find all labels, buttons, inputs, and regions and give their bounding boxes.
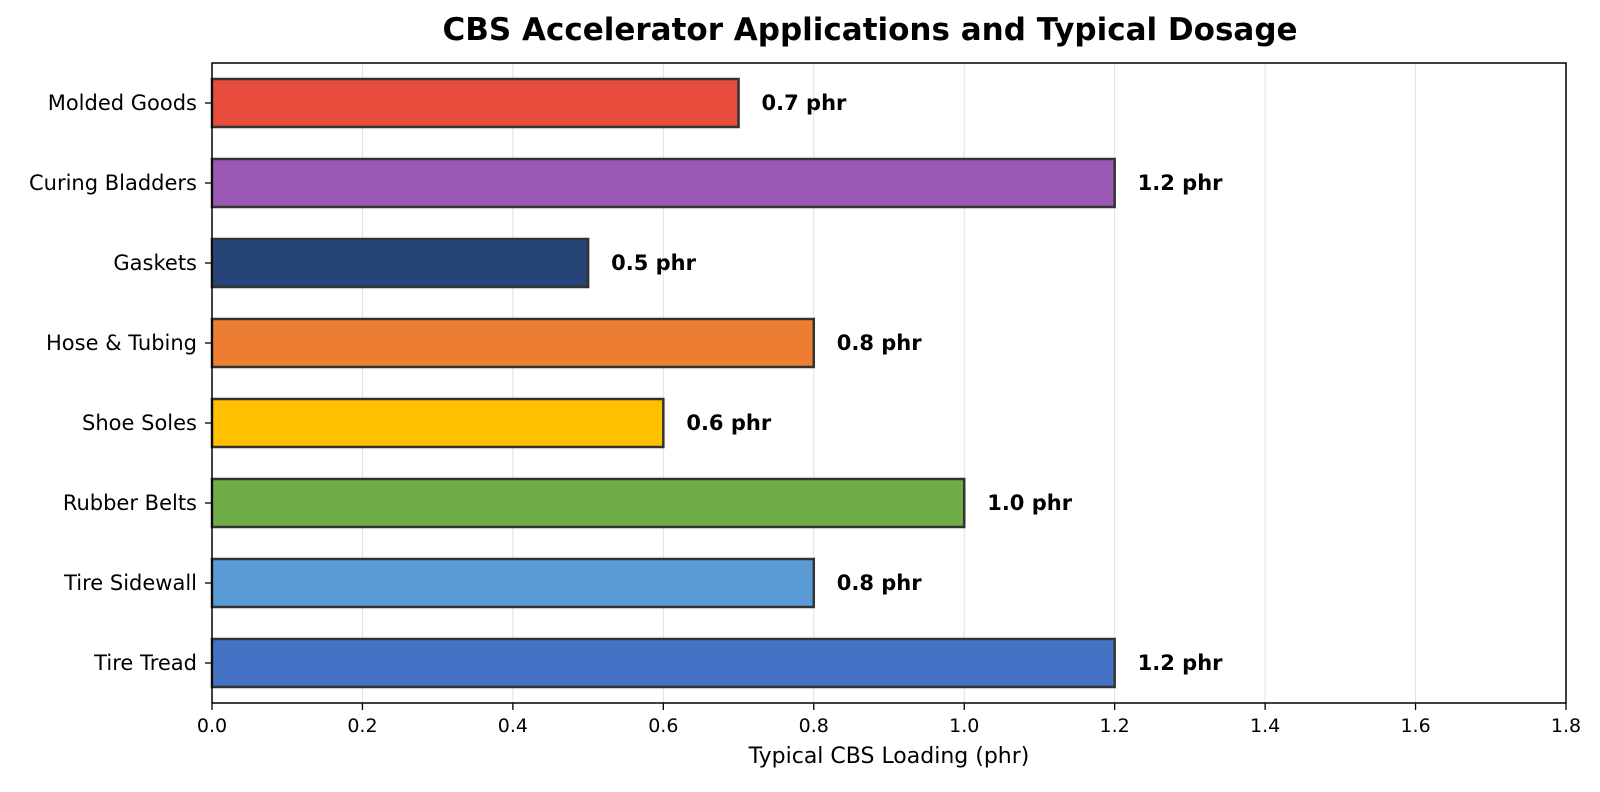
data-label: 0.7 phr — [762, 91, 847, 115]
x-tick-label: 1.8 — [1551, 715, 1581, 737]
data-label: 1.2 phr — [1138, 171, 1223, 195]
data-label: 0.8 phr — [837, 331, 922, 355]
y-axis: Molded Goods Curing Bladders Gaskets Hose &… — [29, 91, 212, 675]
x-tick-label: 0.2 — [347, 715, 377, 737]
data-label: 1.0 phr — [987, 491, 1072, 515]
x-tick-label: 0.6 — [648, 715, 678, 737]
x-tick-label: 0.4 — [498, 715, 528, 737]
x-tick-label: 0.8 — [799, 715, 829, 737]
y-tick-label: Shoe Soles — [82, 411, 197, 435]
data-label: 0.6 phr — [686, 411, 771, 435]
bar-rubber-belts — [210, 477, 966, 529]
bar-tire-sidewall — [210, 557, 816, 609]
x-tick-label: 1.0 — [949, 715, 979, 737]
chart-title: CBS Accelerator Applications and Typical… — [442, 12, 1297, 48]
y-tick-label: Tire Sidewall — [63, 571, 197, 595]
y-tick-label: Curing Bladders — [29, 171, 197, 195]
bar-shoe-soles — [210, 397, 665, 449]
plot-frame — [211, 62, 1567, 704]
x-axis-label: Typical CBS Loading (phr) — [748, 744, 1030, 769]
x-tick-label: 1.2 — [1100, 715, 1130, 737]
data-label: 1.2 phr — [1138, 651, 1223, 675]
y-tick-label: Molded Goods — [48, 91, 197, 115]
x-tick-label: 1.4 — [1250, 715, 1280, 737]
y-tick-label: Gaskets — [113, 251, 197, 275]
bar-molded-goods — [210, 77, 740, 129]
y-tick-label: Tire Tread — [93, 651, 197, 675]
data-label: 0.8 phr — [837, 571, 922, 595]
bar-gaskets — [210, 237, 590, 289]
bar-hose-tubing — [210, 317, 816, 369]
bar-curing-bladders — [210, 157, 1116, 209]
x-tick-label: 1.6 — [1400, 715, 1430, 737]
bar-tire-tread — [210, 637, 1116, 689]
x-tick-label: 0.0 — [197, 715, 227, 737]
y-tick-label: Rubber Belts — [63, 491, 197, 515]
bars: 0.7 phr 1.2 phr 0.5 phr 0.8 phr 0.6 phr 1.0 p… — [210, 77, 1223, 689]
data-label: 0.5 phr — [611, 251, 696, 275]
x-axis: 0.0 0.2 0.4 0.6 0.8 1.0 1.2 1.4 1.6 1.8 — [197, 703, 1581, 737]
y-tick-label: Hose & Tubing — [46, 331, 197, 355]
